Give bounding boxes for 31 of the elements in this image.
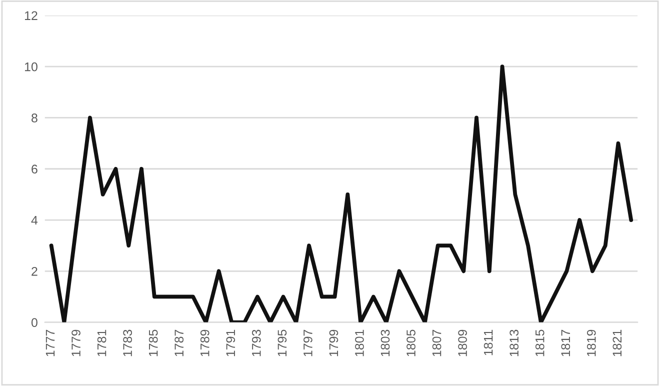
line-series — [49, 64, 634, 322]
x-tick-label: 1785 — [148, 330, 158, 356]
x-tick-label: 1817 — [561, 330, 570, 356]
y-tick-label: 4 — [31, 216, 38, 225]
y-tick-label: 8 — [32, 114, 38, 122]
y-tick-label: 10 — [24, 62, 38, 72]
y-tick-label: 12 — [24, 11, 38, 20]
x-tick-label: 1819 — [586, 330, 596, 356]
x-tick-label: 1809 — [458, 330, 467, 356]
x-tick-label: 1805 — [406, 330, 416, 356]
x-tick-label: 1783 — [123, 330, 132, 356]
x-tick-label: 1803 — [380, 330, 390, 356]
x-tick-label: 1815 — [535, 330, 544, 356]
x-tick-label: 1791 — [226, 330, 236, 356]
x-tick-label: 1813 — [510, 330, 519, 356]
x-tick-label: 1779 — [72, 330, 80, 356]
x-tick-label: 1807 — [432, 330, 442, 356]
x-tick-label: 1797 — [304, 330, 312, 356]
x-tick-label: 1781 — [97, 330, 106, 356]
x-tick-label: 1821 — [612, 330, 622, 356]
x-tick-label: 1811 — [484, 330, 493, 356]
x-tick-label: 1787 — [174, 330, 184, 356]
y-tick-label: 2 — [32, 266, 38, 276]
x-tick-label: 1799 — [329, 330, 338, 356]
x-tick-label: 1777 — [46, 330, 55, 356]
x-tick-label: 1801 — [355, 330, 364, 356]
x-tick-label: 1795 — [278, 330, 287, 356]
y-tick-label: 6 — [32, 164, 38, 174]
y-tick-label: 0 — [31, 318, 38, 327]
x-tick-label: 1789 — [200, 330, 210, 356]
x-tick-label: 1793 — [252, 330, 261, 356]
